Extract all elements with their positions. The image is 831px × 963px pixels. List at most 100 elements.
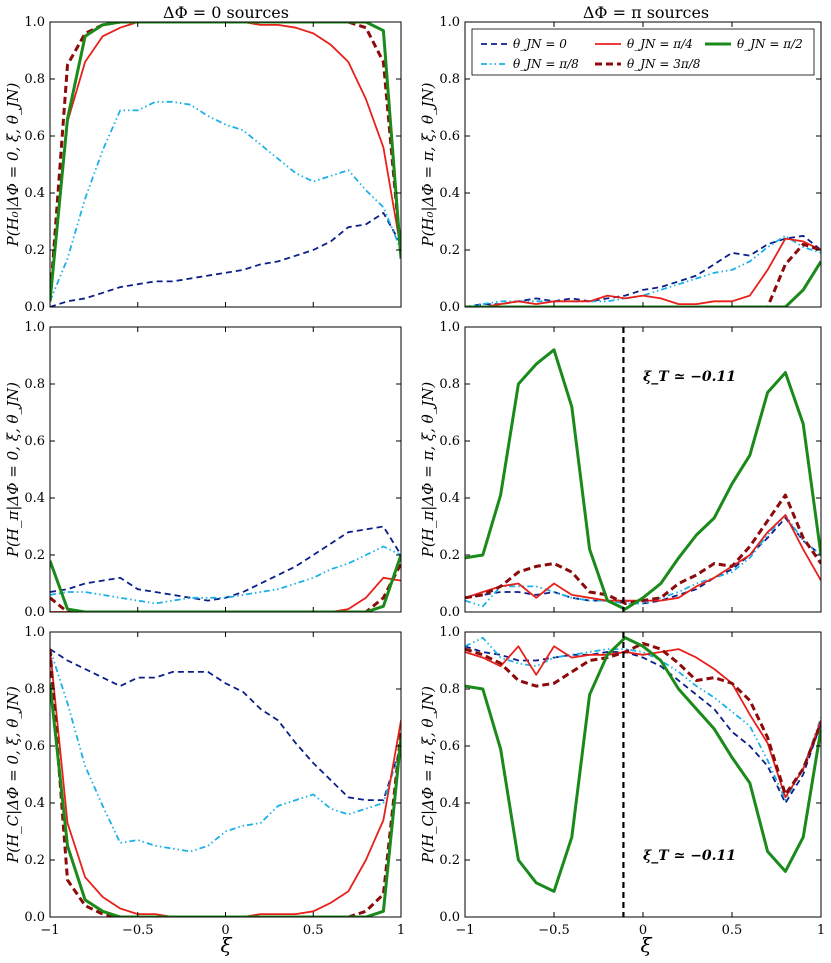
y-axis-label-hpi-right: P(H_π|ΔΦ = π, ξ, θ_JN) bbox=[419, 382, 437, 559]
legend-entry-label: θ_JN = π/2 bbox=[737, 37, 803, 51]
y-tick-label: 0.6 bbox=[24, 129, 45, 144]
y-axis-label-hc-right: P(H_C|ΔΦ = π, ξ, θ_JN) bbox=[419, 686, 437, 864]
legend-entry-label: θ_JN = 0 bbox=[513, 37, 567, 51]
y-tick-label: 0.2 bbox=[439, 548, 460, 563]
panel-hc-right: 0.0 0.2 0.4 0.6 0.8 1.0 −1 −0.5 0 0.5 1 P(H_C|ΔΦ = … bbox=[419, 625, 825, 938]
series-line-hc-right-1 bbox=[465, 636, 821, 801]
y-tick-label: 0.4 bbox=[24, 186, 45, 201]
x-tick-label: −1 bbox=[455, 923, 474, 938]
left-x-axis-label: ξ bbox=[220, 933, 232, 957]
right-column-title: ΔΦ = π sources bbox=[583, 3, 709, 22]
y-tick-label: 1.0 bbox=[439, 625, 460, 640]
y-tick-label: 1.0 bbox=[439, 15, 460, 30]
legend-entry-label: θ_JN = π/4 bbox=[627, 37, 693, 51]
y-tick-label: 0.4 bbox=[439, 796, 460, 811]
y-tick-label: 0.8 bbox=[439, 377, 460, 392]
x-tick-label: 1 bbox=[817, 923, 825, 938]
y-tick-label: 0.6 bbox=[439, 434, 460, 449]
y-axis-label-hc-left: P(H_C|ΔΦ = 0, ξ, θ_JN) bbox=[4, 686, 22, 864]
panel-hpi-left: 0.0 0.2 0.4 0.6 0.8 1.0 P(H_π|ΔΦ = 0, ξ, θ_JN) bbox=[4, 320, 402, 620]
series-line-hc-right-0 bbox=[465, 645, 821, 804]
legend-entry-label: θ_JN = 3π/8 bbox=[627, 57, 701, 71]
series-line-hc-left-4 bbox=[50, 683, 401, 917]
series-line-hc-left-3 bbox=[50, 648, 401, 917]
series-line-hpi-left-4 bbox=[50, 554, 401, 612]
x-tick-label: 0.5 bbox=[303, 923, 324, 938]
y-tick-label: 0.6 bbox=[439, 129, 460, 144]
series-line-hc-left-2 bbox=[50, 649, 401, 917]
y-tick-label: 0.0 bbox=[24, 605, 45, 620]
y-tick-label: 1.0 bbox=[24, 625, 45, 640]
y-tick-label: 1.0 bbox=[439, 320, 460, 335]
y-tick-label: 0.2 bbox=[24, 853, 45, 868]
series-line-hpi-left-2 bbox=[50, 576, 401, 612]
x-tick-label: 0 bbox=[639, 923, 647, 938]
axes-frame-hpi-left bbox=[49, 326, 402, 613]
y-tick-label: 0.8 bbox=[24, 72, 45, 87]
panel-h0-right: 0.0 0.2 0.4 0.6 0.8 1.0 P(H₀|ΔΦ = π, ξ, θ_JN) θ… bbox=[419, 15, 822, 315]
y-tick-label: 0.8 bbox=[24, 682, 45, 697]
x-tick-label: 0 bbox=[221, 923, 229, 938]
y-tick-label: 0.2 bbox=[24, 548, 45, 563]
series-line-hpi-left-3 bbox=[50, 562, 401, 612]
series-line-hc-right-4 bbox=[465, 636, 821, 893]
x-tick-label: −1 bbox=[40, 923, 59, 938]
panel-h0-left: 0.0 0.2 0.4 0.6 0.8 1.0 P(H₀|ΔΦ = 0, ξ, θ_JN) bbox=[4, 15, 402, 315]
series-line-h0-left-1 bbox=[50, 100, 401, 302]
y-tick-label: 0.2 bbox=[439, 243, 460, 258]
panels: 0.00.20.40.60.81.0P(H₀|ΔΦ = 0, ξ, θ_JN)0… bbox=[4, 15, 825, 938]
series-line-h0-right-2 bbox=[465, 237, 821, 307]
y-tick-label: 0.8 bbox=[24, 377, 45, 392]
y-tick-label: 0.0 bbox=[439, 605, 460, 620]
y-tick-label: 1.0 bbox=[24, 320, 45, 335]
y-axis-label-h0-right: P(H₀|ΔΦ = π, ξ, θ_JN) bbox=[419, 82, 437, 247]
series-line-h0-left-2 bbox=[50, 22, 401, 302]
x-tick-label: 1 bbox=[397, 923, 405, 938]
series-line-h0-right-3 bbox=[465, 242, 821, 307]
y-tick-label: 0.0 bbox=[439, 910, 460, 925]
right-x-axis-label: ξ bbox=[640, 933, 652, 957]
series-line-hc-right-2 bbox=[465, 645, 821, 799]
series-line-hpi-right-1 bbox=[465, 514, 821, 608]
series-line-hpi-left-1 bbox=[50, 545, 401, 605]
y-tick-label: 0.2 bbox=[439, 853, 460, 868]
y-tick-label: 0.8 bbox=[439, 682, 460, 697]
series-line-hc-left-1 bbox=[50, 648, 401, 853]
y-tick-label: 0.4 bbox=[439, 186, 460, 201]
legend-box bbox=[471, 28, 815, 76]
x-tick-label: −0.5 bbox=[122, 923, 154, 938]
series-line-hc-left-0 bbox=[50, 648, 401, 801]
axes-frame-hc-left bbox=[49, 631, 402, 918]
left-column-title: ΔΦ = 0 sources bbox=[163, 3, 289, 22]
y-tick-label: 1.0 bbox=[24, 15, 45, 30]
y-tick-label: 0.6 bbox=[439, 739, 460, 754]
y-tick-label: 0.0 bbox=[439, 300, 460, 315]
xi-threshold-annotation: ξ_T ≃ −0.11 bbox=[643, 369, 736, 385]
series-line-hpi-left-0 bbox=[50, 525, 401, 602]
series-line-hc-right-3 bbox=[465, 641, 821, 796]
y-tick-label: 0.6 bbox=[24, 739, 45, 754]
y-tick-label: 0.0 bbox=[24, 300, 45, 315]
x-tick-label: 0.5 bbox=[722, 923, 743, 938]
y-tick-label: 0.4 bbox=[24, 491, 45, 506]
y-tick-label: 0.6 bbox=[24, 434, 45, 449]
y-tick-label: 0.8 bbox=[439, 72, 460, 87]
legend: θ_JN = 0 θ_JN = π/8 θ_JN = π/4 θ_JN = 3π/8 θ… bbox=[471, 28, 815, 76]
series-line-hpi-right-0 bbox=[465, 517, 821, 605]
series-line-hpi-right-2 bbox=[465, 514, 821, 602]
series-line-h0-left-4 bbox=[50, 22, 401, 302]
y-axis-label-hpi-left: P(H_π|ΔΦ = 0, ξ, θ_JN) bbox=[4, 382, 22, 558]
xi-threshold-annotation: ξ_T ≃ −0.11 bbox=[643, 848, 736, 864]
panel-hc-left: 0.0 0.2 0.4 0.6 0.8 1.0 −1 −0.5 0 0.5 1 P(H_C|ΔΦ = … bbox=[4, 625, 405, 938]
axes-frame-h0-left bbox=[49, 21, 402, 308]
x-tick-label: −0.5 bbox=[538, 923, 570, 938]
series-line-hpi-right-3 bbox=[465, 493, 821, 605]
series-line-h0-left-0 bbox=[50, 211, 401, 307]
series-line-h0-right-1 bbox=[465, 234, 821, 307]
legend-entry-label: θ_JN = π/8 bbox=[513, 57, 579, 71]
axes-frame-hc-right bbox=[464, 631, 822, 918]
y-tick-label: 0.2 bbox=[24, 243, 45, 258]
series-line-hpi-right-4 bbox=[465, 348, 821, 611]
y-axis-label-h0-left: P(H₀|ΔΦ = 0, ξ, θ_JN) bbox=[4, 82, 22, 247]
